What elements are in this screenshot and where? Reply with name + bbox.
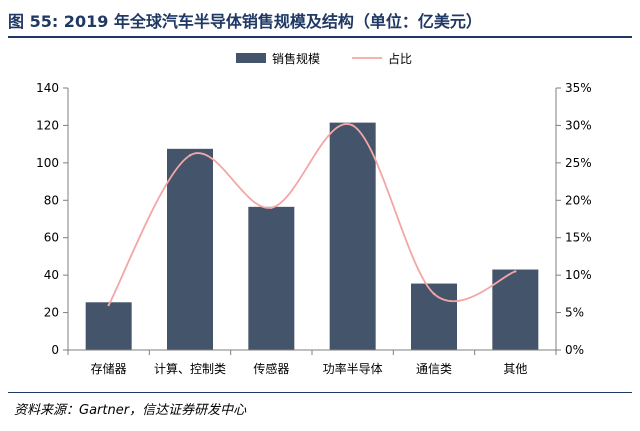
line-point-5 <box>514 270 517 273</box>
x-axis-category-label: 计算、控制类 <box>154 361 226 376</box>
right-axis-tick-label: 25% <box>565 156 592 170</box>
figure-title: 图 55: 2019 年全球汽车半导体销售规模及结构（单位：亿美元） <box>8 12 482 31</box>
right-axis-tick-label: 10% <box>565 268 592 282</box>
bar-5 <box>492 269 539 350</box>
left-axis-tick-label: 100 <box>36 156 59 170</box>
bar-2 <box>248 206 295 350</box>
bar-1 <box>167 148 213 350</box>
left-axis-tick-label: 80 <box>44 193 59 207</box>
left-axis-tick-label: 60 <box>44 231 59 245</box>
left-axis-tick-label: 40 <box>44 268 59 282</box>
x-axis-category-label: 其他 <box>503 362 527 376</box>
line-point-1 <box>188 154 192 157</box>
right-axis-tick-label: 15% <box>565 231 592 245</box>
right-axis-tick-label: 30% <box>565 118 592 132</box>
x-axis-category-label: 传感器 <box>253 361 289 376</box>
title-underline <box>8 36 632 38</box>
right-axis-tick-label: 20% <box>565 193 592 207</box>
legend-label-bar: 销售规模 <box>272 51 320 66</box>
source-note: 资料来源：Gartner，信达证券研发中心 <box>14 403 247 418</box>
right-axis-tick-label: 5% <box>565 306 584 320</box>
line-point-4 <box>432 292 436 296</box>
chart: 0 20 40 60 80 100 120 140 0% 5% 10% 15% 20% 25% 30% 35%… <box>36 51 592 376</box>
x-axis-category-label: 功率半导体 <box>323 361 383 376</box>
source-divider <box>8 392 632 393</box>
legend-swatch-bar <box>236 53 266 63</box>
bar-0 <box>85 302 132 350</box>
line-point-0 <box>107 303 110 307</box>
left-axis-tick-label: 0 <box>51 343 59 357</box>
left-axis-tick-label: 140 <box>36 81 59 95</box>
right-axis-tick-label: 35% <box>565 81 592 95</box>
bar-3 <box>329 122 376 350</box>
line-point-2 <box>270 206 273 209</box>
x-axis-category-label: 通信类 <box>416 362 452 376</box>
left-axis-tick-label: 20 <box>44 306 59 320</box>
line-point-3 <box>351 124 354 127</box>
legend-label-line: 占比 <box>388 51 412 66</box>
right-axis-tick-label: 0% <box>565 343 584 357</box>
left-axis-tick-label: 120 <box>36 118 59 132</box>
figure-title-row: 图 55: 2019 年全球汽车半导体销售规模及结构（单位：亿美元） <box>8 6 632 36</box>
x-axis-category-label: 存储器 <box>91 361 127 376</box>
